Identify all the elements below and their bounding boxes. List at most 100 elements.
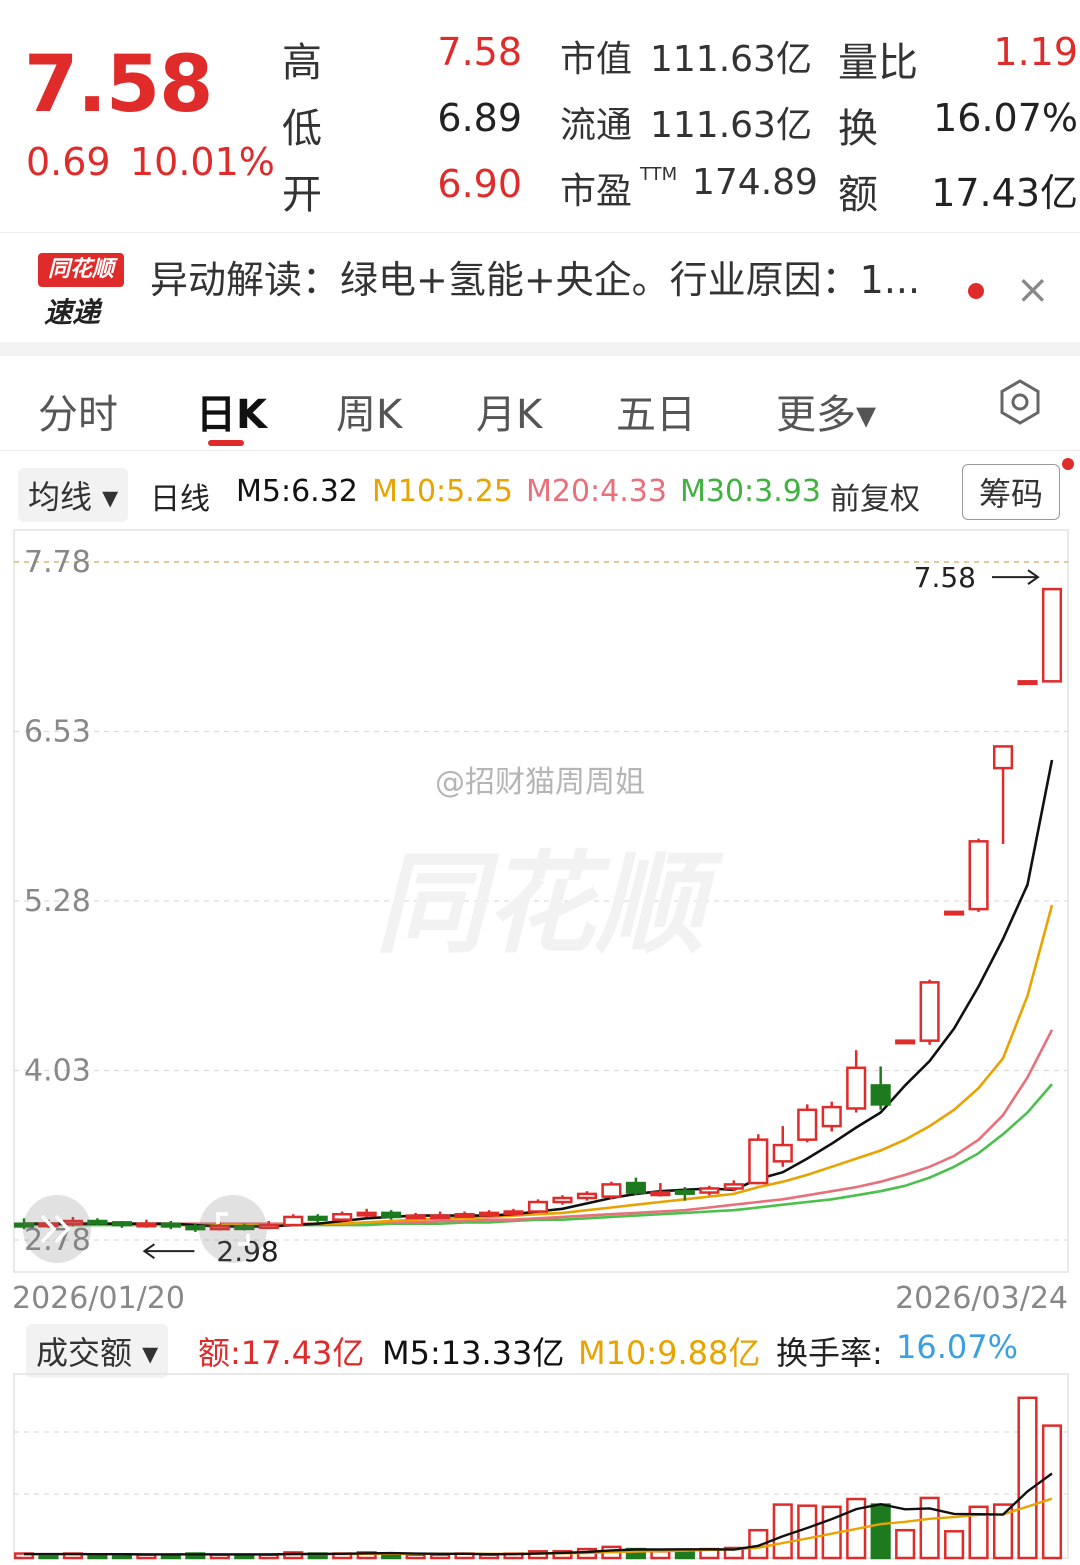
candle [772,1143,793,1163]
volume-ma10: M10:9.88亿 [578,1334,761,1372]
candle [454,1212,475,1218]
min-arrow-head-icon [142,1243,155,1259]
indicator-dropdown[interactable]: 均线 ▾ [18,468,129,522]
candle [797,1108,818,1141]
candle [160,1222,181,1228]
candle [870,1084,891,1106]
candle [821,1105,842,1128]
candle [478,1211,500,1217]
pe-label: 市盈 [560,171,633,212]
y-tick-label: 4.03 [24,1054,91,1089]
candle [1041,587,1063,683]
candle [527,1200,549,1213]
max-price-label: 7.58 [914,561,976,594]
pe-sup: TTM [640,164,678,185]
y-tick-label: 7.78 [24,545,91,580]
quote-header: 7.58 0.69 10.01% 高 低 开 7.58 6.89 6.90 市值… [0,0,1080,230]
float-label: 流通 [560,105,633,146]
volume-ma5-line [24,1472,1053,1556]
ma10-value: M10:5.25 [372,474,513,509]
candle [430,1214,451,1220]
candle [405,1214,426,1220]
candle [576,1192,598,1200]
ma-row: 均线 ▾ 日线 M5:6.32 M10:5.25 M20:4.33 M30:3.… [0,458,1080,522]
vol-ratio-value: 1.19 [993,30,1078,74]
chips-button[interactable]: 筹码 [962,464,1061,520]
volume-bar [992,1503,1014,1560]
float-value: 111.63亿 [650,105,812,146]
volume-bar [1041,1424,1063,1560]
candle [209,1225,230,1231]
express-logo-text: 速递 [44,296,101,329]
active-tab-indicator [208,440,244,446]
candle [625,1181,646,1194]
fullscreen-button [199,1195,267,1263]
volume-bar [430,1553,451,1560]
tab-monthly-k[interactable]: 月K [476,392,543,438]
kline-chart[interactable]: 7.786.535.284.032.78@招财猫周周姐同花顺7.582.9820… [0,522,1080,1314]
ths-watermark: 同花顺 [375,840,725,968]
section-divider [0,342,1080,356]
candle [601,1183,622,1198]
candle [234,1225,255,1231]
candle [13,1222,35,1228]
turnover-rate-label: 换手率: [776,1334,883,1372]
collapse-button [23,1195,91,1263]
candle [356,1211,377,1217]
candle [895,1039,916,1045]
tab-intraday[interactable]: 分时 [38,392,118,438]
x-start-date: 2026/01/20 [12,1281,185,1314]
candle [503,1210,524,1216]
volume-chart[interactable] [0,1372,1080,1565]
high-value: 7.58 [437,30,522,74]
volume-bar [968,1505,989,1560]
volume-bar [1017,1396,1038,1560]
mktcap-value: 111.63亿 [650,39,812,80]
volume-indicator-row: 成交额 ▾ 额:17.43亿 M5:13.33亿 M10:9.88亿 换手率: … [0,1314,1080,1378]
tab-five-day[interactable]: 五日 [616,392,696,438]
x-end-date: 2026/03/24 [895,1281,1068,1314]
ma20-line [24,1029,1054,1226]
volume-bar [552,1550,573,1560]
tab-more[interactable]: 更多▾ [776,392,877,438]
ma5-line [24,759,1054,1228]
news-banner[interactable]: 同花顺 速递 异动解读：绿电+氢能+央企。行业原因：1... × [0,232,1080,343]
ma30-value: M30:3.93 [680,474,821,509]
candle [1017,680,1038,686]
candle [748,1138,769,1185]
volume-bar [895,1528,916,1560]
close-icon[interactable]: × [1016,267,1050,313]
candle [699,1187,720,1194]
tab-daily-k[interactable]: 日K [196,392,267,438]
news-text[interactable]: 异动解读：绿电+氢能+央企。行业原因：1... [150,258,921,302]
vol-ratio-label: 量比 [838,40,918,86]
candle [87,1219,108,1225]
candle [846,1066,867,1110]
adjust-mode[interactable]: 前复权 [830,482,920,517]
candle [723,1183,744,1190]
candle [552,1196,573,1204]
candle [944,910,965,916]
volume-bar [944,1530,965,1560]
turnover-value: 16.07% [933,96,1078,140]
amount-value: 17.43亿 [931,171,1078,215]
ths-logo: 同花顺 [38,253,124,287]
volume-bar [870,1503,891,1560]
candle [283,1215,304,1227]
volume-bar [405,1553,426,1560]
y-tick-label: 6.53 [24,715,91,750]
candle [111,1221,132,1227]
settings-icon[interactable] [996,378,1044,426]
pe-value: 174.89 [692,162,818,203]
mktcap-label: 市值 [560,39,633,80]
candle [968,840,989,911]
period-tabs: 分时 日K 周K 月K 五日 更多▾ [0,356,1080,451]
y-tick-label: 5.28 [24,884,91,919]
candle [332,1212,353,1221]
tab-weekly-k[interactable]: 周K [336,392,403,438]
volume-bar [919,1496,940,1560]
double-chevron-icon [54,1214,71,1244]
amount-label: 额 [838,172,878,218]
candle [136,1222,157,1228]
volume-indicator-dropdown[interactable]: 成交额 ▾ [26,1324,169,1378]
